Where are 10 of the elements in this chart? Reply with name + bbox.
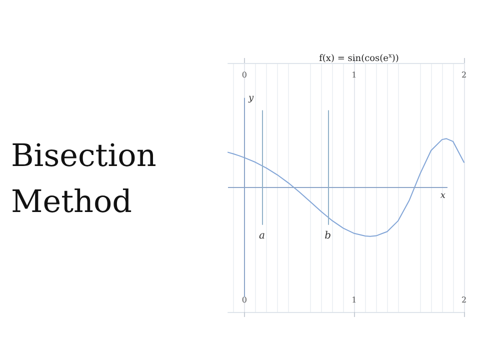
x2-tick-label: 2 bbox=[461, 70, 467, 80]
ref-line-label: a bbox=[259, 230, 266, 242]
x2-tick-label: 1 bbox=[352, 70, 357, 80]
x-tick-label: 2 bbox=[461, 296, 467, 304]
x-tick-label: 1 bbox=[352, 296, 357, 304]
x-axis-title: x bbox=[440, 191, 446, 201]
ref-line-label: b bbox=[324, 230, 332, 242]
text: Bisection Method bbox=[11, 138, 166, 220]
y-axis-title: y bbox=[247, 93, 254, 104]
x2-tick-label: 0 bbox=[242, 70, 248, 80]
